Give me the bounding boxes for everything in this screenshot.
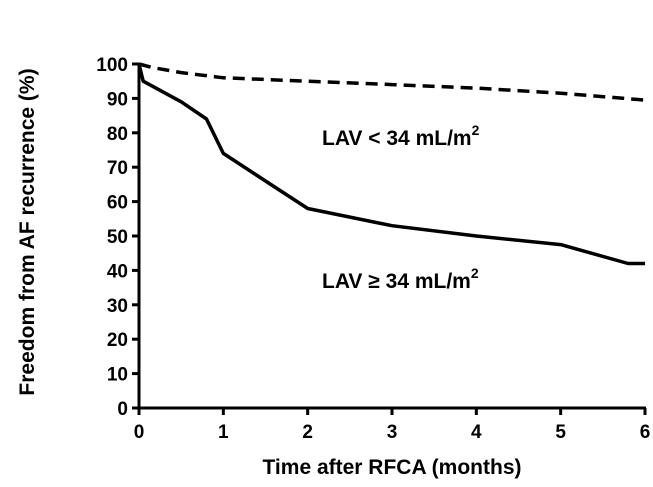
y-tick-label: 90 [107, 89, 128, 110]
annotation-superscript: 2 [471, 265, 479, 281]
y-tick-label: 40 [107, 261, 128, 282]
x-tick-label: 6 [640, 422, 651, 443]
y-tick-label: 10 [107, 365, 128, 386]
series-line-lav-above-34 [137, 63, 645, 266]
ticks: 0 10 20 30 40 50 60 70 80 90 100 0 1 2 3 4 5 6 [96, 55, 650, 443]
y-tick-label: 60 [107, 193, 128, 214]
annotation-main-text: LAV ≥ 34 mL/m [322, 270, 471, 293]
x-tick-label: 0 [134, 422, 145, 443]
y-tick-label: 0 [117, 399, 128, 420]
y-tick-label: 30 [107, 296, 128, 317]
x-tick-label: 3 [387, 422, 398, 443]
annotation-superscript: 2 [472, 122, 480, 138]
y-tick-label: 70 [107, 158, 128, 179]
x-tick-label: 4 [471, 422, 482, 443]
series-lines [137, 62, 646, 266]
y-tick-label: 80 [107, 124, 128, 145]
series-line-lav-below-34 [138, 62, 646, 102]
axes [137, 63, 646, 410]
annotation-lav-above-34: LAV ≥ 34 mL/m2 [322, 265, 479, 293]
x-tick-label: 5 [555, 422, 566, 443]
x-axis-title: Time after RFCA (months) [262, 456, 521, 479]
y-tick-label: 50 [107, 227, 128, 248]
annotation-lav-below-34: LAV < 34 mL/m2 [322, 122, 480, 150]
x-tick-label: 2 [302, 422, 313, 443]
annotation-main-text: LAV < 34 mL/m [322, 127, 472, 150]
y-tick-label: 100 [96, 55, 128, 76]
y-tick-label: 20 [107, 330, 128, 351]
y-axis-title: Freedom from AF recurrence (%) [16, 68, 39, 395]
x-tick-label: 1 [218, 422, 229, 443]
